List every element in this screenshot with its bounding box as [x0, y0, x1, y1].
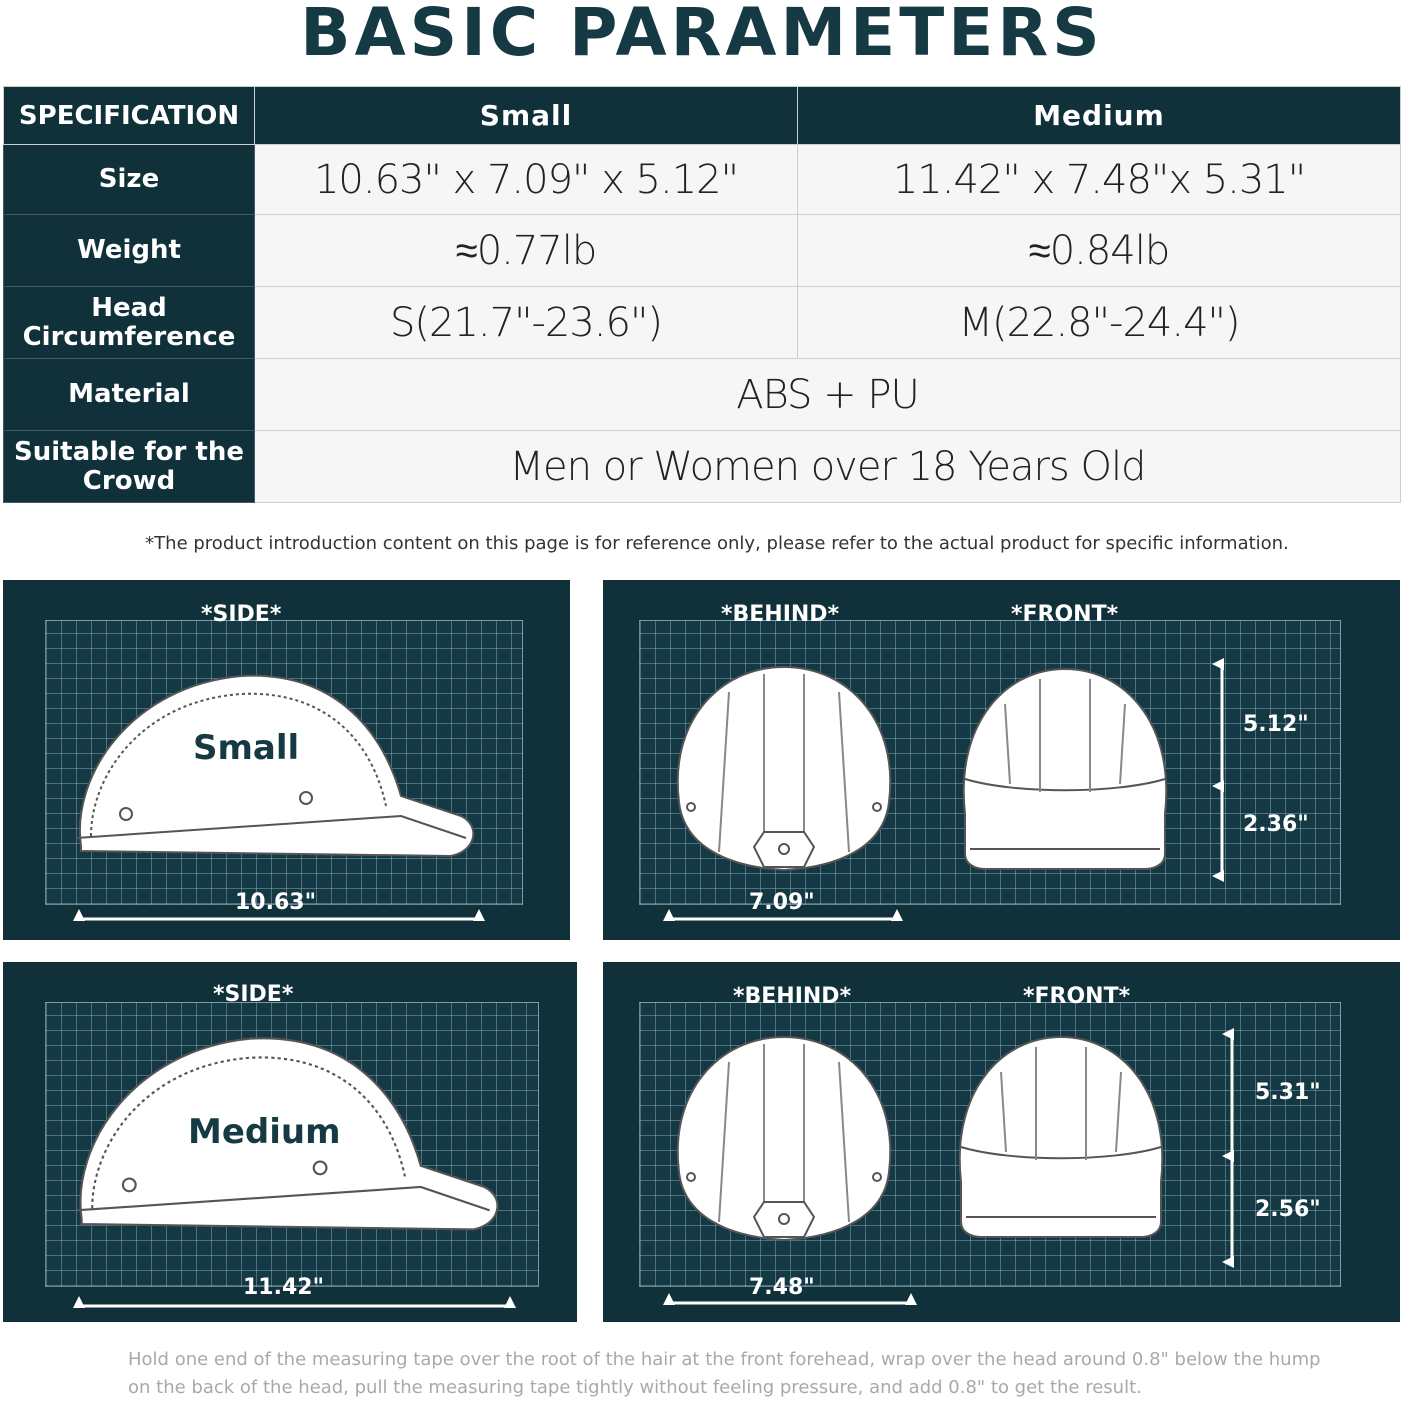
- height-top-label: 5.31": [1255, 1080, 1321, 1105]
- helmet-side-drawing: [75, 674, 475, 858]
- helmet-front-drawing: [958, 1035, 1164, 1238]
- head-medium: M(22.8"-24.4"): [797, 286, 1401, 359]
- material-value: ABS + PU: [254, 358, 1401, 431]
- width-dimension-arrow: [73, 909, 485, 921]
- side-label: *SIDE*: [213, 982, 294, 1007]
- height-bottom-label: 2.36": [1243, 812, 1309, 837]
- length-label: 11.42": [243, 1275, 325, 1300]
- front-label: *FRONT*: [1011, 602, 1119, 627]
- size-name: Small: [193, 728, 300, 768]
- height-dimension-arrow: [1222, 1028, 1234, 1268]
- medium-behind-front-panel: *BEHIND* *FRONT* 7.48" 5.31" 2.56": [603, 962, 1400, 1322]
- row-label-weight: Weight: [3, 214, 255, 287]
- weight-medium: ≈0.84lb: [797, 214, 1401, 287]
- width-dimension-arrow: [663, 909, 903, 921]
- helmet-behind-drawing: [676, 1035, 892, 1242]
- weight-small: ≈0.77lb: [254, 214, 798, 287]
- behind-label: *BEHIND*: [733, 984, 852, 1009]
- height-top-label: 5.12": [1243, 712, 1309, 737]
- front-label: *FRONT*: [1023, 984, 1131, 1009]
- height-dimension-arrow: [1212, 658, 1224, 882]
- size-name: Medium: [188, 1112, 341, 1152]
- behind-label: *BEHIND*: [721, 602, 840, 627]
- size-small: 10.63" x 7.09" x 5.12": [254, 144, 798, 215]
- width-label: 7.48": [749, 1275, 815, 1300]
- header-specification: SPECIFICATION: [3, 86, 255, 145]
- size-medium: 11.42" x 7.48"x 5.31": [797, 144, 1401, 215]
- helmet-front-drawing: [962, 667, 1168, 870]
- header-medium: Medium: [797, 86, 1401, 145]
- width-dimension-arrow: [663, 1293, 917, 1305]
- row-label-crowd: Suitable for the Crowd: [3, 430, 255, 503]
- row-label-head: Head Circumference: [3, 286, 255, 359]
- helmet-side-drawing: [76, 1037, 499, 1231]
- medium-side-panel: Medium *SIDE* 11.42": [3, 962, 577, 1322]
- row-label-material: Material: [3, 358, 255, 431]
- spec-table: SPECIFICATION Small Medium Size 10.63" x …: [3, 86, 1401, 503]
- height-bottom-label: 2.56": [1255, 1197, 1321, 1222]
- small-behind-front-panel: *BEHIND* *FRONT* 7.09" 5.12" 2.36": [603, 580, 1400, 940]
- footer-line-2: on the back of the head, pull the measur…: [128, 1377, 1142, 1398]
- header-small: Small: [254, 86, 798, 145]
- side-label: *SIDE*: [201, 602, 282, 627]
- crowd-value: Men or Women over 18 Years Old: [254, 430, 1401, 503]
- head-small: S(21.7"-23.6"): [254, 286, 798, 359]
- width-label: 7.09": [749, 890, 815, 915]
- disclaimer-note: *The product introduction content on thi…: [145, 533, 1289, 554]
- small-side-panel: Small *SIDE* 10.63": [3, 580, 570, 940]
- row-label-size: Size: [3, 144, 255, 215]
- length-label: 10.63": [235, 890, 317, 915]
- footer-line-1: Hold one end of the measuring tape over …: [128, 1349, 1321, 1370]
- page-title: BASIC PARAMETERS: [300, 0, 1104, 71]
- helmet-behind-drawing: [676, 665, 892, 872]
- width-dimension-arrow: [73, 1296, 516, 1308]
